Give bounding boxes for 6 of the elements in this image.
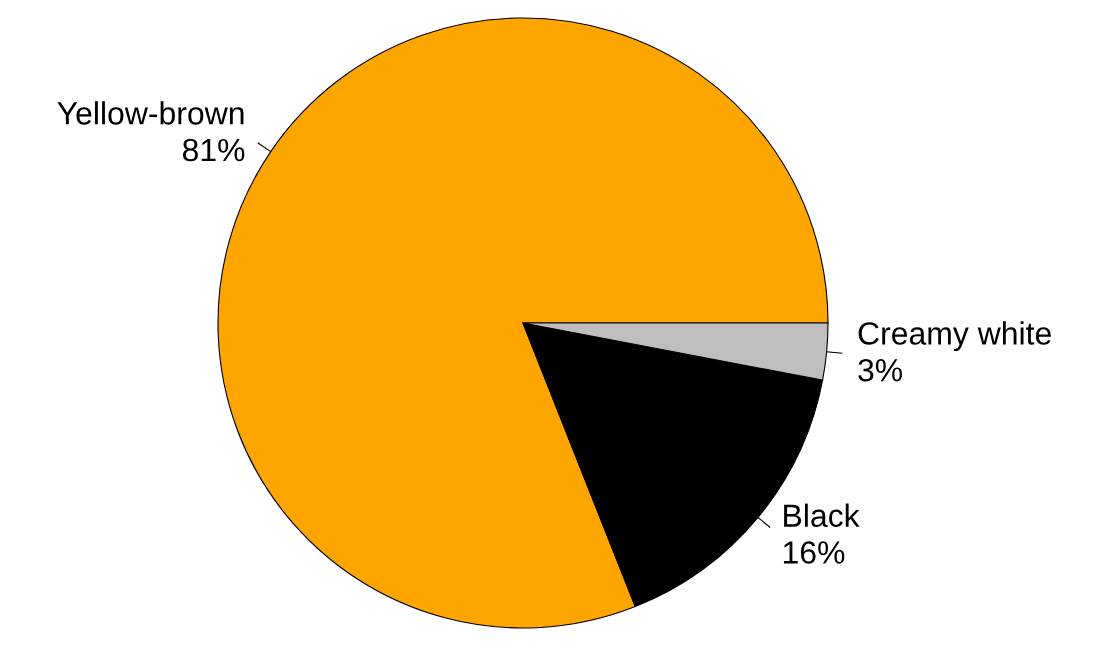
slice-label: Yellow-brown: [57, 101, 244, 125]
slice-label: Black: [784, 503, 860, 528]
data-label: 81%: [182, 138, 245, 162]
data-label: 16%: [783, 541, 845, 564]
data-label: 3%: [858, 358, 903, 382]
slice-label: Creamy white: [858, 321, 1051, 352]
